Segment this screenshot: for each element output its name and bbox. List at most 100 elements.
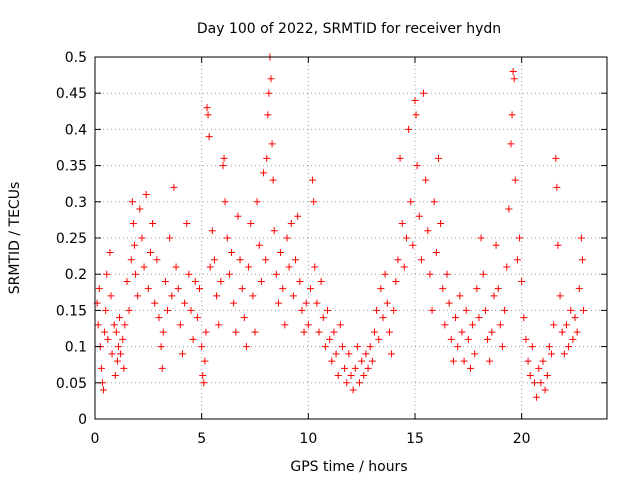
data-point [181, 299, 189, 307]
data-point [452, 314, 460, 322]
data-point [97, 364, 105, 372]
data-point [283, 234, 291, 242]
data-point [469, 321, 477, 329]
data-point [309, 176, 317, 184]
data-point [234, 212, 242, 220]
data-point [215, 321, 223, 329]
data-point [449, 357, 457, 365]
data-point [223, 234, 231, 242]
data-point [183, 220, 191, 228]
data-point [422, 176, 430, 184]
data-point [311, 263, 319, 271]
data-point [146, 248, 154, 256]
data-point [428, 306, 436, 314]
data-point [113, 357, 121, 365]
data-point [394, 256, 402, 264]
data-point [300, 328, 308, 336]
data-point [507, 140, 515, 148]
data-point [578, 256, 586, 264]
data-point [172, 263, 180, 271]
data-point [481, 306, 489, 314]
data-point [128, 198, 136, 206]
data-point [508, 111, 516, 119]
data-point [475, 314, 483, 322]
data-point [255, 241, 263, 249]
data-point [373, 306, 381, 314]
data-point [484, 335, 492, 343]
y-tick-label: 0 [78, 412, 87, 428]
data-point [168, 292, 176, 300]
data-point [341, 364, 349, 372]
data-point [577, 234, 585, 242]
data-point [349, 386, 357, 394]
data-point [155, 314, 163, 322]
data-point [445, 299, 453, 307]
data-point [198, 343, 206, 351]
data-point [490, 292, 498, 300]
y-tick-label: 0.2 [65, 267, 87, 283]
data-point [144, 285, 152, 293]
data-point [125, 306, 133, 314]
data-point [553, 183, 561, 191]
data-point [409, 241, 417, 249]
data-point [334, 372, 342, 380]
data-point [364, 364, 372, 372]
data-point [302, 299, 310, 307]
data-point [411, 96, 419, 104]
data-point [518, 277, 526, 285]
data-point [556, 292, 564, 300]
data-point [510, 75, 518, 83]
y-tick-label: 0.5 [65, 50, 87, 66]
data-point [296, 277, 304, 285]
data-point [103, 270, 111, 278]
data-point [460, 357, 468, 365]
data-point [535, 364, 543, 372]
data-point [528, 343, 536, 351]
data-point [206, 263, 214, 271]
data-point [292, 256, 300, 264]
data-point [298, 306, 306, 314]
data-point [268, 140, 276, 148]
data-point [332, 350, 340, 358]
data-point [454, 343, 462, 351]
data-point [200, 379, 208, 387]
data-point [443, 270, 451, 278]
data-point [375, 335, 383, 343]
data-point [560, 350, 568, 358]
data-point [245, 263, 253, 271]
data-point [112, 328, 120, 336]
data-point [208, 227, 216, 235]
data-point [432, 248, 440, 256]
data-point [571, 314, 579, 322]
data-point [230, 299, 238, 307]
data-point [550, 321, 558, 329]
data-point [170, 183, 178, 191]
data-point [338, 343, 346, 351]
data-point [580, 306, 588, 314]
data-point [202, 328, 210, 336]
data-point [567, 306, 575, 314]
data-point [381, 270, 389, 278]
data-point [178, 350, 186, 358]
data-point [501, 306, 509, 314]
data-point [324, 306, 332, 314]
data-point [193, 314, 201, 322]
data-point [294, 212, 302, 220]
data-point [462, 306, 470, 314]
data-points [93, 53, 588, 401]
data-point [473, 285, 481, 293]
data-point [120, 364, 128, 372]
data-point [533, 393, 541, 401]
data-point [236, 256, 244, 264]
data-point [151, 299, 159, 307]
data-point [111, 372, 119, 380]
data-point [100, 386, 108, 394]
data-point [287, 220, 295, 228]
y-axis-label: SRMTID / TECUs [7, 182, 23, 295]
data-point [158, 364, 166, 372]
data-point [575, 285, 583, 293]
data-point [201, 357, 209, 365]
x-tick-label: 20 [513, 431, 531, 447]
y-tick-label: 0.4 [65, 122, 87, 138]
